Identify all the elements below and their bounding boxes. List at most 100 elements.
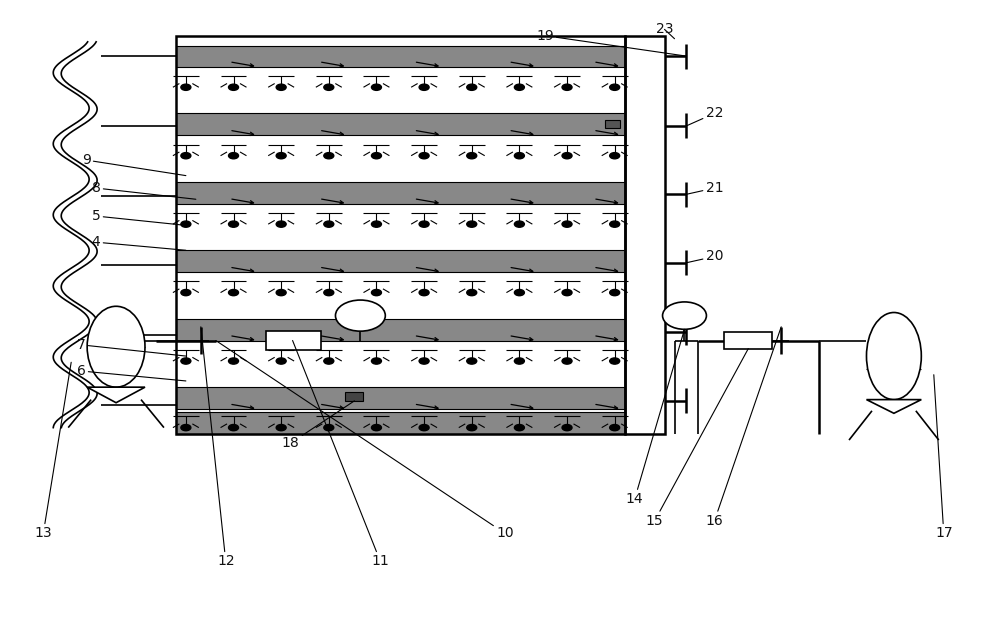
Text: 6: 6 — [77, 364, 186, 381]
Circle shape — [562, 152, 572, 159]
Polygon shape — [866, 399, 921, 413]
Bar — [176, 113, 625, 135]
Circle shape — [610, 84, 620, 91]
Circle shape — [229, 221, 239, 228]
Bar — [176, 387, 625, 409]
Circle shape — [514, 424, 524, 431]
Ellipse shape — [866, 312, 921, 399]
Circle shape — [371, 289, 381, 296]
Text: 16: 16 — [706, 327, 781, 528]
Text: 4: 4 — [92, 235, 186, 250]
Text: 14: 14 — [626, 329, 684, 506]
Circle shape — [562, 289, 572, 296]
Text: 10: 10 — [216, 341, 514, 541]
Text: 17: 17 — [934, 375, 953, 541]
Text: 20: 20 — [686, 249, 723, 264]
Circle shape — [419, 84, 429, 91]
Bar — [266, 331, 321, 350]
Circle shape — [419, 358, 429, 364]
Circle shape — [276, 152, 286, 159]
Circle shape — [610, 289, 620, 296]
Text: 22: 22 — [686, 106, 723, 126]
Text: 5: 5 — [92, 209, 186, 226]
Circle shape — [181, 84, 191, 91]
Circle shape — [663, 302, 706, 329]
Circle shape — [181, 358, 191, 364]
Circle shape — [371, 358, 381, 364]
Bar — [625, 36, 665, 434]
Circle shape — [467, 84, 477, 91]
Text: 12: 12 — [201, 327, 235, 568]
Bar — [176, 412, 625, 434]
Circle shape — [229, 424, 239, 431]
Circle shape — [229, 152, 239, 159]
Circle shape — [324, 289, 334, 296]
Text: 15: 15 — [646, 349, 748, 528]
Bar — [176, 46, 625, 67]
Circle shape — [562, 424, 572, 431]
Text: 9: 9 — [82, 153, 186, 176]
Circle shape — [324, 84, 334, 91]
Circle shape — [276, 358, 286, 364]
Bar — [345, 391, 363, 401]
Circle shape — [467, 221, 477, 228]
Circle shape — [562, 84, 572, 91]
Circle shape — [371, 221, 381, 228]
Circle shape — [610, 358, 620, 364]
Bar — [605, 120, 620, 127]
Ellipse shape — [87, 306, 145, 387]
Text: 8: 8 — [92, 181, 196, 199]
Text: 7: 7 — [77, 338, 186, 356]
Circle shape — [467, 424, 477, 431]
Text: 11: 11 — [293, 341, 389, 568]
Circle shape — [229, 289, 239, 296]
Bar — [176, 36, 625, 434]
Bar — [176, 46, 625, 67]
Circle shape — [419, 221, 429, 228]
Circle shape — [324, 221, 334, 228]
Circle shape — [324, 358, 334, 364]
Circle shape — [467, 289, 477, 296]
Circle shape — [514, 152, 524, 159]
Bar — [176, 412, 625, 434]
Circle shape — [324, 424, 334, 431]
Bar — [176, 113, 625, 135]
Text: 18: 18 — [282, 401, 354, 450]
Circle shape — [229, 84, 239, 91]
Circle shape — [562, 221, 572, 228]
Circle shape — [324, 152, 334, 159]
Text: 23: 23 — [656, 22, 675, 39]
Bar — [176, 387, 625, 409]
Circle shape — [610, 152, 620, 159]
Bar — [176, 182, 625, 204]
Circle shape — [514, 84, 524, 91]
Circle shape — [419, 289, 429, 296]
Circle shape — [371, 152, 381, 159]
Bar — [724, 332, 772, 349]
Circle shape — [514, 221, 524, 228]
Text: 13: 13 — [34, 362, 71, 541]
Circle shape — [610, 424, 620, 431]
Circle shape — [514, 289, 524, 296]
Circle shape — [181, 152, 191, 159]
Circle shape — [335, 300, 385, 331]
Circle shape — [467, 358, 477, 364]
Circle shape — [371, 424, 381, 431]
Circle shape — [419, 424, 429, 431]
Circle shape — [514, 358, 524, 364]
Bar — [176, 182, 625, 204]
Circle shape — [419, 152, 429, 159]
Bar — [176, 319, 625, 341]
Circle shape — [371, 84, 381, 91]
Circle shape — [610, 221, 620, 228]
Circle shape — [181, 289, 191, 296]
Polygon shape — [87, 387, 145, 402]
Bar — [176, 250, 625, 272]
Circle shape — [276, 289, 286, 296]
Text: 19: 19 — [536, 29, 686, 56]
Circle shape — [562, 358, 572, 364]
Circle shape — [181, 221, 191, 228]
Circle shape — [276, 221, 286, 228]
Circle shape — [467, 152, 477, 159]
Bar — [176, 250, 625, 272]
